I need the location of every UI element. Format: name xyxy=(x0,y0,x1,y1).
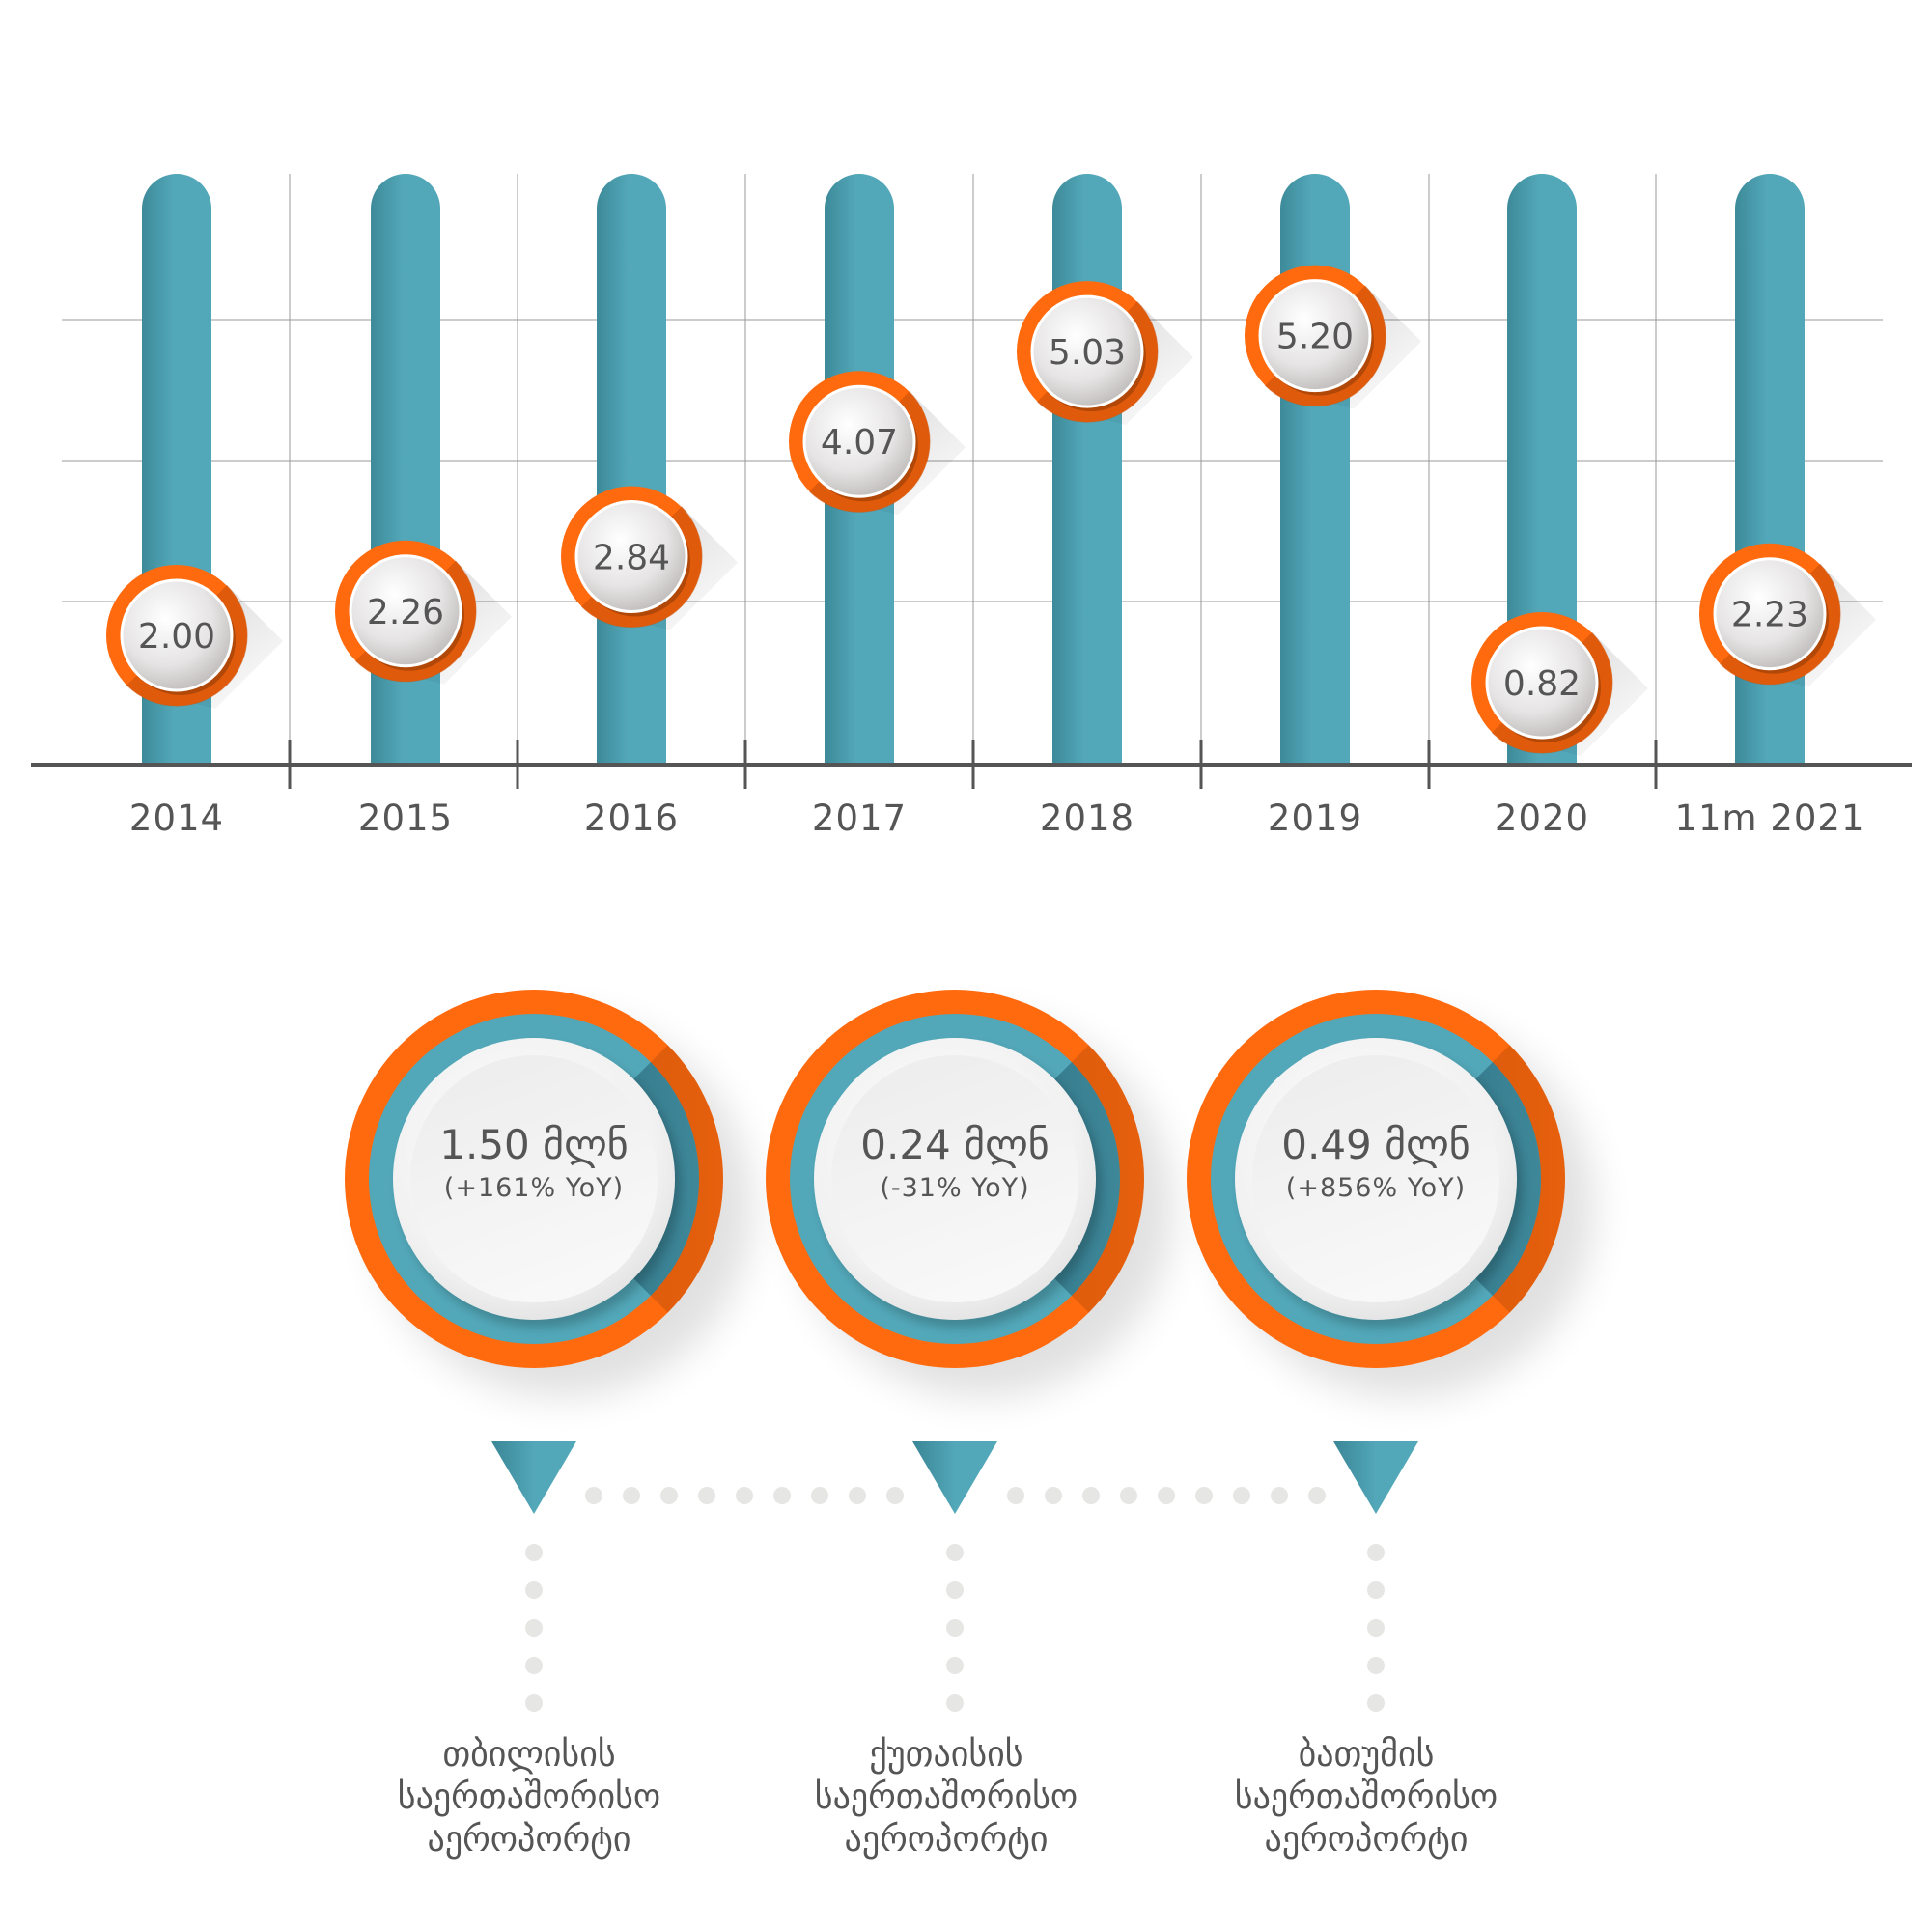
pointer-triangle-icon xyxy=(912,1441,997,1514)
connector-dot xyxy=(1082,1487,1100,1504)
value-marker: 0.82 xyxy=(1471,612,1648,756)
connector-dot xyxy=(1271,1487,1288,1504)
connector-dot xyxy=(525,1544,543,1561)
passenger-value: 1.50 მლნ xyxy=(439,1121,629,1168)
bar xyxy=(1052,174,1122,765)
connector-dot xyxy=(1367,1619,1385,1637)
connector-dot xyxy=(1367,1694,1385,1712)
yoy-change: (+161% YoY) xyxy=(443,1173,625,1203)
connector-dot xyxy=(525,1619,543,1637)
name-line: აეროპორტი xyxy=(1264,1820,1469,1860)
x-tick-label: 11m 2021 xyxy=(1674,798,1865,839)
connector-dot xyxy=(585,1487,602,1504)
name-line: აეროპორტი xyxy=(427,1820,631,1860)
connector-dot xyxy=(525,1694,543,1712)
connector-dot xyxy=(1367,1657,1385,1674)
connector-dot xyxy=(946,1657,964,1674)
connector-dot xyxy=(736,1487,753,1504)
bar xyxy=(597,174,666,765)
marker-disc xyxy=(574,500,688,614)
white-disc xyxy=(814,1038,1096,1320)
connector-dot xyxy=(623,1487,640,1504)
connector-dot xyxy=(525,1657,543,1674)
name-line: ბათუმის xyxy=(1298,1735,1435,1775)
data-label: 2.23 xyxy=(1731,596,1808,635)
connector-dot xyxy=(946,1581,964,1599)
bar xyxy=(1280,174,1350,765)
data-label: 0.82 xyxy=(1503,664,1581,704)
marker-disc xyxy=(1485,626,1599,740)
connector-dot xyxy=(811,1487,828,1504)
value-marker: 4.07 xyxy=(789,371,966,516)
connector-dot xyxy=(773,1487,791,1504)
pointer-triangle-icon xyxy=(1333,1441,1418,1514)
marker-disc xyxy=(120,578,234,692)
airport-card-batumi: 0.49 მლნ (+856% YoY) xyxy=(1187,990,1565,1368)
x-tick-label: 2020 xyxy=(1494,798,1590,839)
marker-disc xyxy=(802,384,916,498)
name-line: საერთაშორისო xyxy=(814,1777,1078,1817)
name-line: თბილისის xyxy=(442,1735,616,1775)
x-tick-label: 2019 xyxy=(1267,798,1363,839)
yoy-change: (+856% YoY) xyxy=(1285,1173,1467,1203)
data-label: 2.26 xyxy=(367,593,444,632)
connector-dot xyxy=(1308,1487,1326,1504)
data-label: 4.07 xyxy=(821,423,898,462)
data-label: 5.20 xyxy=(1276,318,1354,357)
value-marker: 2.84 xyxy=(561,486,738,630)
pointer-triangle-icon xyxy=(491,1441,576,1514)
connector-dot xyxy=(1007,1487,1024,1504)
connector-dot xyxy=(886,1487,904,1504)
airport-name-kutaisi: ქუთაისის საერთაშორისო აეროპორტი xyxy=(743,1734,1149,1861)
x-tick-label: 2014 xyxy=(128,798,225,839)
value-marker: 5.20 xyxy=(1245,265,1421,409)
name-line: აეროპორტი xyxy=(844,1820,1049,1860)
connector-dot xyxy=(1158,1487,1175,1504)
connector-dot xyxy=(1045,1487,1062,1504)
connector-dot xyxy=(946,1694,964,1712)
value-marker: 2.26 xyxy=(335,540,512,685)
connector-dot xyxy=(1233,1487,1250,1504)
passenger-value: 0.49 მლნ xyxy=(1281,1121,1470,1168)
x-tick-label: 2017 xyxy=(811,798,908,839)
airport-card-tbilisi: 1.50 მლნ (+161% YoY) xyxy=(345,990,723,1368)
connector-dot xyxy=(849,1487,866,1504)
data-label: 5.03 xyxy=(1049,333,1126,373)
connector-dot xyxy=(946,1544,964,1561)
connector-dot xyxy=(698,1487,715,1504)
connector-dot xyxy=(1195,1487,1213,1504)
airport-name-tbilisi: თბილისის საერთაშორისო აეროპორტი xyxy=(326,1734,732,1861)
white-disc xyxy=(393,1038,675,1320)
connector-dot xyxy=(1367,1544,1385,1561)
marker-disc xyxy=(1258,279,1372,393)
x-tick-label: 2018 xyxy=(1039,798,1135,839)
data-label: 2.00 xyxy=(138,617,215,657)
name-line: ქუთაისის xyxy=(869,1735,1023,1775)
passenger-value: 0.24 მლნ xyxy=(860,1121,1050,1168)
x-tick-label: 2016 xyxy=(583,798,680,839)
connector-dot xyxy=(1120,1487,1137,1504)
marker-disc xyxy=(1713,557,1827,671)
value-marker: 5.03 xyxy=(1017,281,1193,426)
name-line: საერთაშორისო xyxy=(1234,1777,1498,1817)
airport-card-kutaisi: 0.24 მლნ (-31% YoY) xyxy=(766,990,1144,1368)
connector-dot xyxy=(946,1619,964,1637)
x-tick-label: 2015 xyxy=(357,798,454,839)
connector-dot xyxy=(660,1487,678,1504)
marker-disc xyxy=(1030,294,1144,408)
value-marker: 2.23 xyxy=(1699,543,1876,687)
marker-disc xyxy=(349,554,462,668)
name-line: საერთაშორისო xyxy=(397,1777,661,1817)
white-disc xyxy=(1235,1038,1517,1320)
value-marker: 2.00 xyxy=(106,565,283,709)
connector-dot xyxy=(525,1581,543,1599)
airport-name-batumi: ბათუმის საერთაშორისო აეროპორტი xyxy=(1163,1734,1569,1861)
yoy-change: (-31% YoY) xyxy=(880,1173,1030,1203)
data-label: 2.84 xyxy=(593,539,670,578)
connector-dot xyxy=(1367,1581,1385,1599)
